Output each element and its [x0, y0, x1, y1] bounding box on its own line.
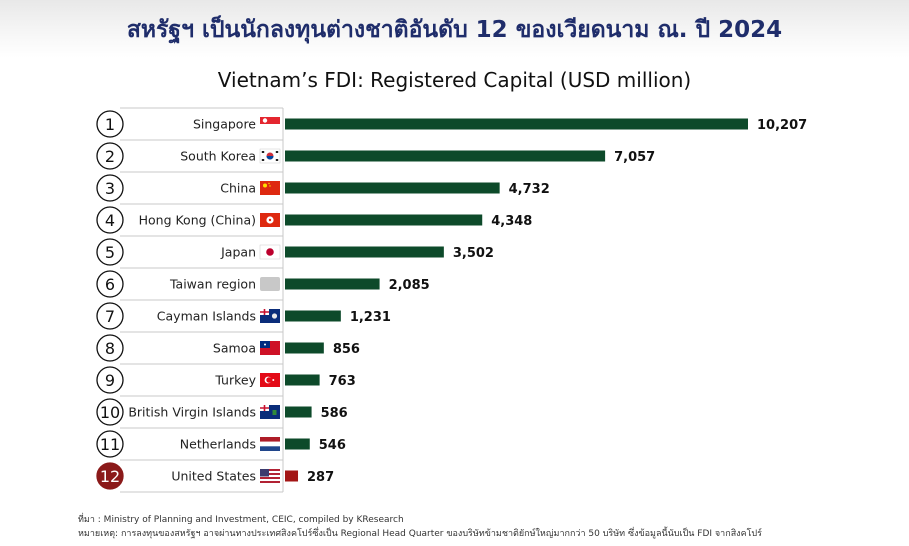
rank-number: 11 [100, 435, 120, 454]
bar [285, 374, 320, 386]
value-label: 3,502 [453, 246, 494, 261]
rank-number: 3 [105, 179, 115, 198]
bar [285, 246, 444, 258]
category-label: China [220, 181, 256, 196]
rank-circle [96, 302, 124, 330]
category-label: Hong Kong (China) [139, 213, 256, 228]
bar [285, 406, 312, 418]
category-label: Samoa [213, 341, 256, 356]
united-states-flag-icon [260, 469, 280, 483]
samoa-flag-icon [260, 341, 280, 355]
blank-flag-icon [260, 277, 280, 291]
rank-circle [96, 398, 124, 426]
rank-circle [96, 174, 124, 202]
netherlands-flag-icon [260, 437, 280, 451]
remark-note: หมายเหตุ: การลงทุนของสหรัฐฯ อาจผ่านทางปร… [78, 529, 762, 539]
header-band [0, 0, 909, 58]
chart-row: 11 Netherlands 546 [96, 427, 346, 460]
category-label: Turkey [214, 373, 256, 388]
chart-title: Vietnam’s FDI: Registered Capital (USD m… [217, 68, 692, 92]
rank-circle [96, 206, 124, 234]
chart-row: 3 China 4,732 [96, 171, 550, 204]
turkey-flag-icon [260, 373, 280, 387]
category-label: Cayman Islands [157, 309, 256, 324]
chart-row: 10 British Virgin Islands 586 [96, 395, 348, 428]
bar [285, 214, 483, 226]
south-korea-flag-icon [259, 148, 281, 164]
cayman-islands-flag-icon [260, 309, 280, 323]
rank-number: 7 [105, 307, 115, 326]
chart-row: 2 South Korea 7,057 [96, 139, 655, 172]
page-title: สหรัฐฯ เป็นนักลงทุนต่างชาติอันดับ 12 ของ… [126, 17, 783, 43]
rank-circle [96, 270, 124, 298]
bar [285, 438, 310, 450]
bar [285, 182, 500, 194]
value-label: 1,231 [350, 310, 391, 325]
chart-row: 6 Taiwan region 2,085 [96, 267, 430, 300]
british-virgin-islands-flag-icon [260, 405, 280, 419]
singapore-flag-icon [260, 117, 280, 131]
value-label: 2,085 [389, 278, 430, 293]
value-label: 586 [321, 406, 348, 421]
rank-circle [96, 238, 124, 266]
category-label: Taiwan region [169, 277, 256, 292]
rank-number: 9 [105, 371, 115, 390]
chart-row: 12 United States 287 [96, 459, 334, 492]
value-label: 4,348 [491, 214, 532, 229]
rank-circle [96, 334, 124, 362]
hong-kong-flag-icon [260, 213, 280, 227]
rank-circle [96, 430, 124, 458]
category-label: Singapore [193, 117, 256, 132]
bar [285, 118, 748, 130]
bar [285, 470, 299, 482]
bar [285, 342, 324, 354]
bar [285, 150, 606, 162]
rank-circle [96, 110, 124, 138]
source-note: ที่มา : Ministry of Planning and Investm… [78, 515, 404, 525]
value-label: 4,732 [509, 182, 550, 197]
bar [285, 278, 380, 290]
rank-number: 12 [100, 467, 120, 486]
chart-row: 7 Cayman Islands 1,231 [96, 299, 391, 332]
category-label: South Korea [180, 149, 256, 164]
rank-circle [96, 462, 124, 490]
rank-number: 1 [105, 115, 115, 134]
value-label: 856 [333, 342, 360, 357]
value-label: 763 [329, 374, 356, 389]
rank-number: 8 [105, 339, 115, 358]
japan-flag-icon [259, 244, 281, 260]
category-label: United States [171, 469, 256, 484]
category-label: British Virgin Islands [128, 405, 256, 420]
value-label: 546 [319, 438, 346, 453]
rank-number: 6 [105, 275, 115, 294]
rank-number: 4 [105, 211, 115, 230]
rank-number: 5 [105, 243, 115, 262]
bar [285, 310, 341, 322]
category-label: Netherlands [180, 437, 256, 452]
value-label: 7,057 [614, 150, 655, 165]
chart-row: 9 Turkey 763 [96, 363, 356, 396]
value-label: 10,207 [757, 118, 807, 133]
china-flag-icon [260, 181, 280, 195]
rank-number: 10 [100, 403, 120, 422]
chart-row: 1 Singapore 10,207 [96, 107, 807, 140]
rank-number: 2 [105, 147, 115, 166]
rank-circle [96, 366, 124, 394]
chart-row: 5 Japan 3,502 [96, 235, 494, 268]
category-label: Japan [220, 245, 256, 260]
rank-circle [96, 142, 124, 170]
chart-row: 4 Hong Kong (China) 4,348 [96, 203, 532, 236]
chart-row: 8 Samoa 856 [96, 331, 360, 364]
value-label: 287 [307, 470, 334, 485]
